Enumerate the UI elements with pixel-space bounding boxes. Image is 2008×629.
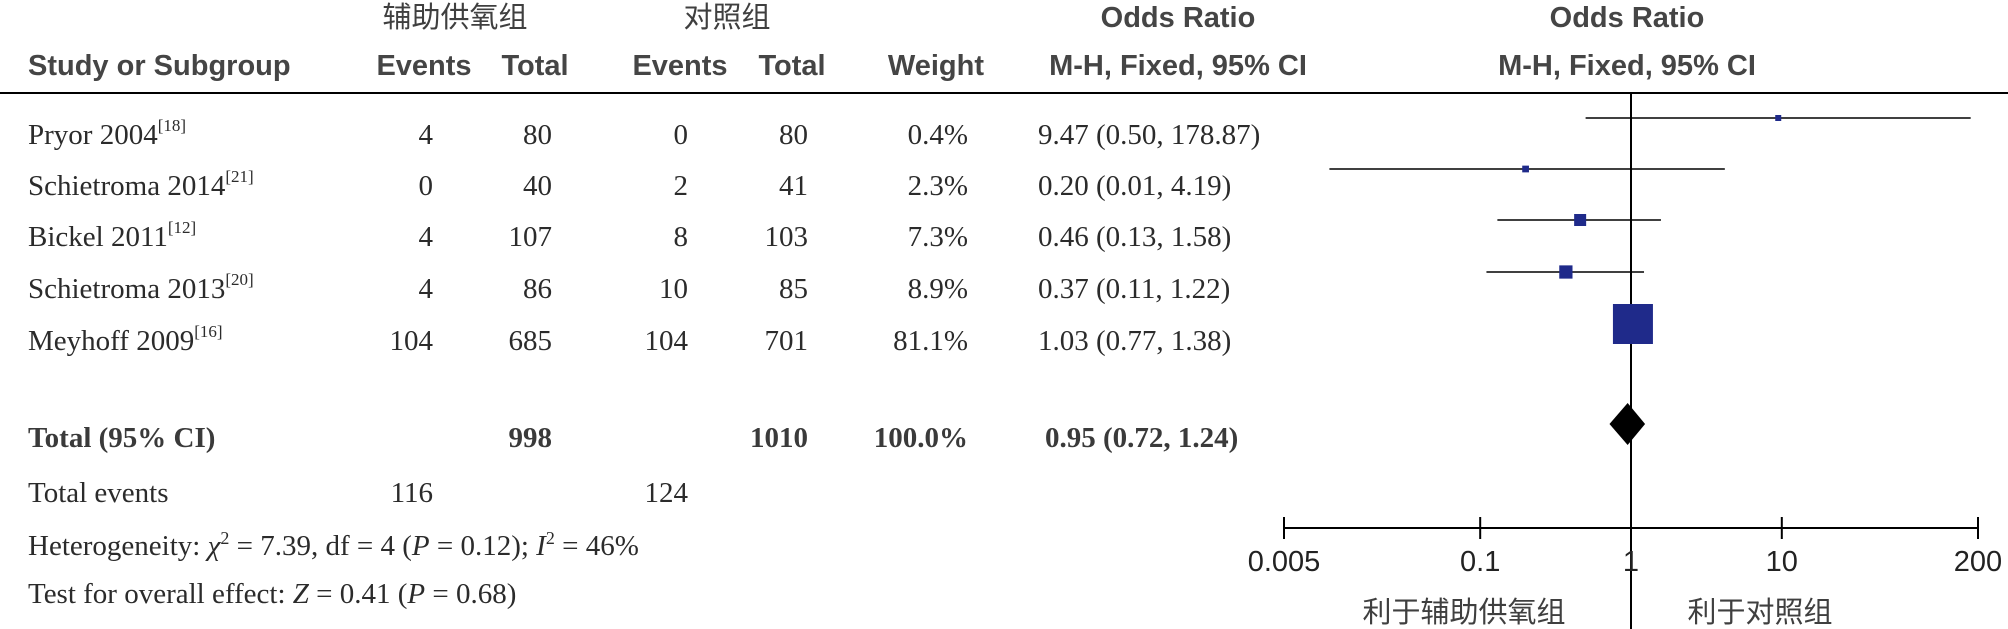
weight-4: 81.1% [893,325,968,357]
events-ctrl-2: 8 [674,221,689,253]
or-text-3: 0.37 (0.11, 1.22) [1038,273,1230,305]
total-exp-header: Total [501,50,568,82]
overall-effect-text: Test for overall effect: Z = 0.41 (P = 0… [28,578,516,610]
or-column-title: Odds Ratio [1101,2,1256,34]
point-estimate-0 [1775,115,1782,121]
weight-0: 0.4% [908,119,968,151]
events-ctrl-header: Events [632,50,727,82]
favours-right-label: 利于对照组 [1687,595,1832,629]
weight-header: Weight [888,50,984,82]
point-estimate-1 [1522,165,1529,173]
study-name-2: Bickel 2011[12] [28,218,196,253]
total-exp-4: 685 [509,325,553,357]
total-diamond [1609,403,1646,445]
total-or-text: 0.95 (0.72, 1.24) [1045,422,1238,454]
or-text-4: 1.03 (0.77, 1.38) [1038,325,1231,357]
plot-title: Odds Ratio [1550,2,1705,34]
study-name-0: Pryor 2004[18] [28,116,186,151]
total-weight: 100.0% [874,422,968,454]
study-ref-2: [12] [168,218,196,237]
or-text-1: 0.20 (0.01, 4.19) [1038,170,1231,202]
group-ctrl-header: 对照组 [683,0,770,34]
events-ctrl-0: 0 [674,119,689,151]
heterogeneity-text: Heterogeneity: χ2 = 7.39, df = 4 (P = 0.… [28,528,639,562]
total-events-ctrl: 124 [645,477,689,509]
total-events-exp: 116 [391,477,433,509]
total-ctrl-1: 41 [779,170,808,202]
x-tick-label-0: 0.005 [1248,546,1321,578]
weight-1: 2.3% [908,170,968,202]
study-ref-0: [18] [158,116,186,135]
favours-left-label: 利于辅助供氧组 [1362,595,1565,629]
total-exp: 998 [509,422,553,454]
total-ctrl-4: 701 [765,325,809,357]
or-text-0: 9.47 (0.50, 178.87) [1038,119,1260,151]
study-row-2: Bickel 2011[12] 4 107 8 103 7.3% 0.46 (0.13, 1… [28,213,1661,253]
x-tick-label-4: 200 [1954,546,2002,578]
study-rows: Pryor 2004[18] 4 80 0 80 0.4% 9.47 (0.50, 178.… [28,115,1971,357]
total-ctrl-3: 85 [779,273,808,305]
study-column-header: Study or Subgroup [28,50,291,82]
events-ctrl-4: 104 [645,325,689,357]
events-exp-2: 4 [419,221,434,253]
study-ref-1: [21] [225,167,253,186]
x-tick-label-2: 1 [1623,546,1639,578]
total-ctrl: 1010 [750,422,808,454]
total-ctrl-0: 80 [779,119,808,151]
total-exp-2: 107 [509,221,553,253]
weight-3: 8.9% [908,273,968,305]
total-exp-3: 86 [523,273,552,305]
x-axis: 0.005 0.1 1 10 200 [1248,517,2002,578]
events-ctrl-1: 2 [674,170,689,202]
study-name-4: Meyhoff 2009[16] [28,322,223,357]
events-exp-1: 0 [419,170,434,202]
total-ctrl-header: Total [758,50,825,82]
or-column-method: M-H, Fixed, 95% CI [1049,50,1307,82]
study-name-1: Schietroma 2014[21] [28,167,254,202]
group-exp-header: 辅助供氧组 [382,0,527,34]
total-exp-1: 40 [523,170,552,202]
study-row-4: Meyhoff 2009[16] 104 685 104 701 81.1% 1.03 (0… [28,304,1653,357]
x-tick-label-1: 0.1 [1460,546,1500,578]
events-ctrl-3: 10 [659,273,688,305]
events-exp-3: 4 [419,273,434,305]
total-events-label: Total events [28,477,169,509]
or-text-2: 0.46 (0.13, 1.58) [1038,221,1231,253]
weight-2: 7.3% [908,221,968,253]
events-exp-header: Events [376,50,471,82]
total-exp-0: 80 [523,119,552,151]
point-estimate-3 [1559,265,1573,279]
study-row-1: Schietroma 2014[21] 0 40 2 41 2.3% 0.20 (0.01,… [28,165,1725,202]
total-ctrl-2: 103 [765,221,809,253]
study-row-3: Schietroma 2013[20] 4 86 10 85 8.9% 0.37 (0.11… [28,265,1645,305]
study-name-3: Schietroma 2013[20] [28,270,254,305]
study-ref-3: [20] [225,270,253,289]
total-label: Total (95% CI) [28,422,215,454]
study-row-0: Pryor 2004[18] 4 80 0 80 0.4% 9.47 (0.50, 178.… [28,115,1971,151]
study-ref-4: [16] [194,322,222,341]
plot-method: M-H, Fixed, 95% CI [1498,50,1756,82]
x-tick-label-3: 10 [1766,546,1798,578]
events-exp-4: 104 [390,325,434,357]
point-estimate-2 [1574,213,1587,227]
point-estimate-4 [1612,304,1653,344]
events-exp-0: 4 [419,119,434,151]
